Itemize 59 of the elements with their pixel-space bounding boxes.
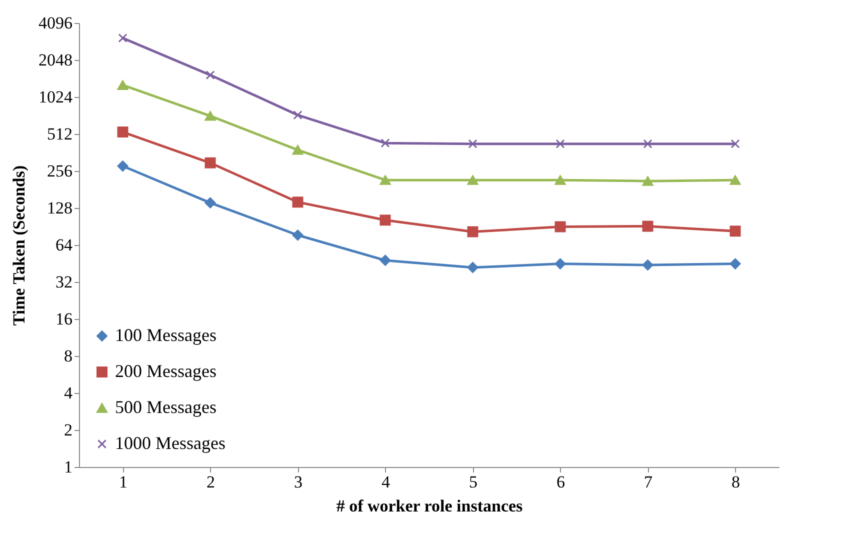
x-tick-label: 2 [206,472,215,492]
x-tick-label: 4 [382,472,390,492]
point [204,197,216,208]
y-tick-label: 128 [47,198,72,218]
legend-label: 500 Messages [115,397,216,417]
y-tick-label: 256 [47,162,72,180]
point [293,110,302,120]
point [206,70,215,80]
point [642,220,654,232]
point [643,139,652,148]
y-tick-label: 4096 [38,14,72,32]
y-tick-label: 1024 [38,88,73,106]
y-tick-label: 4 [64,384,73,402]
point [467,262,478,273]
x-tick-label: 3 [294,472,302,492]
legend-label: 100 Messages [115,325,216,345]
point [380,254,391,266]
point [554,258,566,270]
y-axis-title: Time Taken (Seconds) [10,165,28,326]
point [118,34,128,43]
legend-label: 200 Messages [115,361,216,381]
point [204,111,216,121]
point [380,214,391,226]
y-tick-label: 512 [47,124,72,144]
x-tick-label: 7 [644,472,653,492]
point [642,176,654,186]
point [467,226,478,238]
y-tick-label: 32 [56,272,72,292]
point [468,139,478,148]
y-tick-label: 1 [64,458,72,476]
point [117,160,128,172]
y-tick-label: 2 [64,420,72,440]
y-tick-label: 16 [56,310,72,328]
point [554,175,566,185]
point [730,139,740,148]
x-axis-title: # of worker role instances [336,496,524,516]
x-tick-label: 5 [469,472,478,492]
point [642,260,654,270]
point [380,175,391,185]
point [556,139,565,148]
x-tick-label: 8 [732,472,740,492]
point [117,126,128,138]
point [292,230,304,241]
y-tick-label: 2048 [38,50,72,70]
point [292,196,304,208]
legend-label: 1000 Messages [115,433,226,453]
point [380,138,390,148]
point [117,80,128,90]
y-tick-label: 64 [56,236,73,254]
point [730,226,741,237]
x-tick-label: 6 [556,472,565,492]
point [204,157,216,168]
point [467,175,478,185]
y-tick-label: 8 [64,346,72,366]
x-tick-label: 1 [119,472,128,492]
point [730,258,741,270]
point [292,145,304,155]
point [554,221,566,232]
point [730,175,741,185]
